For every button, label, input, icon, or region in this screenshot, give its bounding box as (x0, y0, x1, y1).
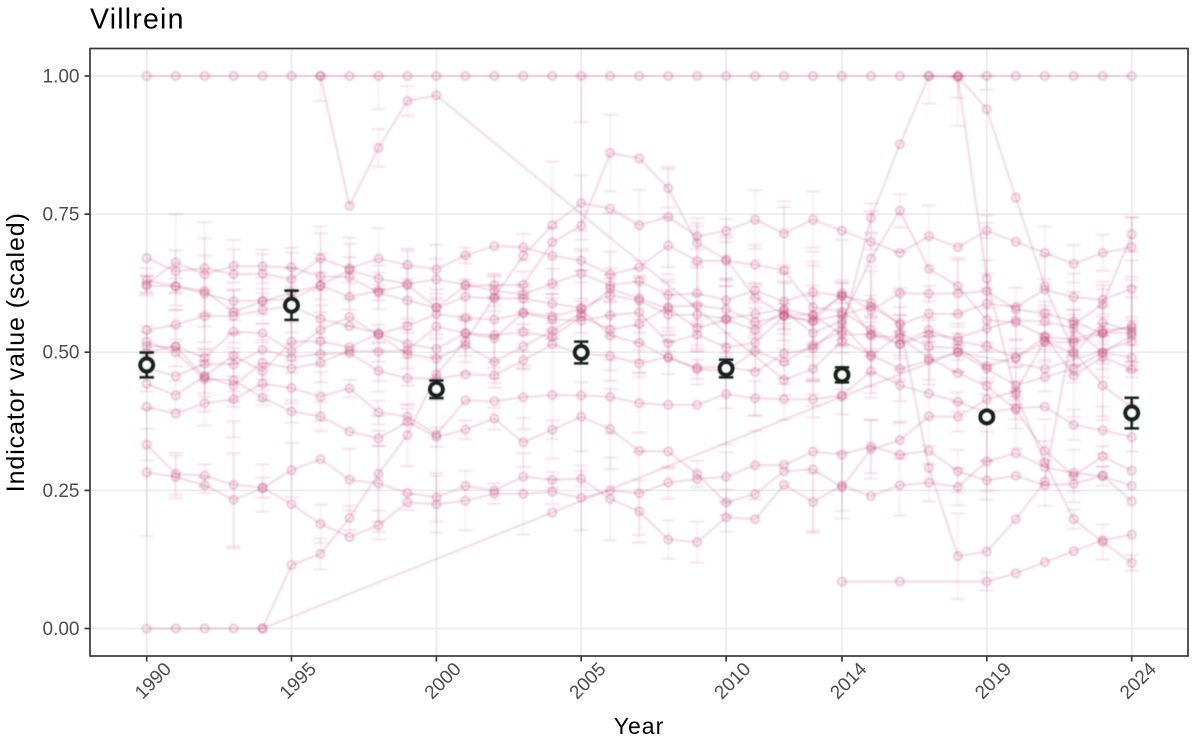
svg-text:0.00: 0.00 (43, 619, 80, 640)
svg-text:0.25: 0.25 (43, 481, 80, 502)
svg-text:Year: Year (614, 713, 664, 739)
svg-text:Indicator value (scaled): Indicator value (scaled) (2, 212, 30, 492)
svg-text:0.75: 0.75 (43, 205, 80, 226)
svg-text:0.50: 0.50 (43, 343, 80, 364)
svg-text:Villrein: Villrein (90, 4, 185, 36)
svg-text:1.00: 1.00 (43, 66, 80, 87)
